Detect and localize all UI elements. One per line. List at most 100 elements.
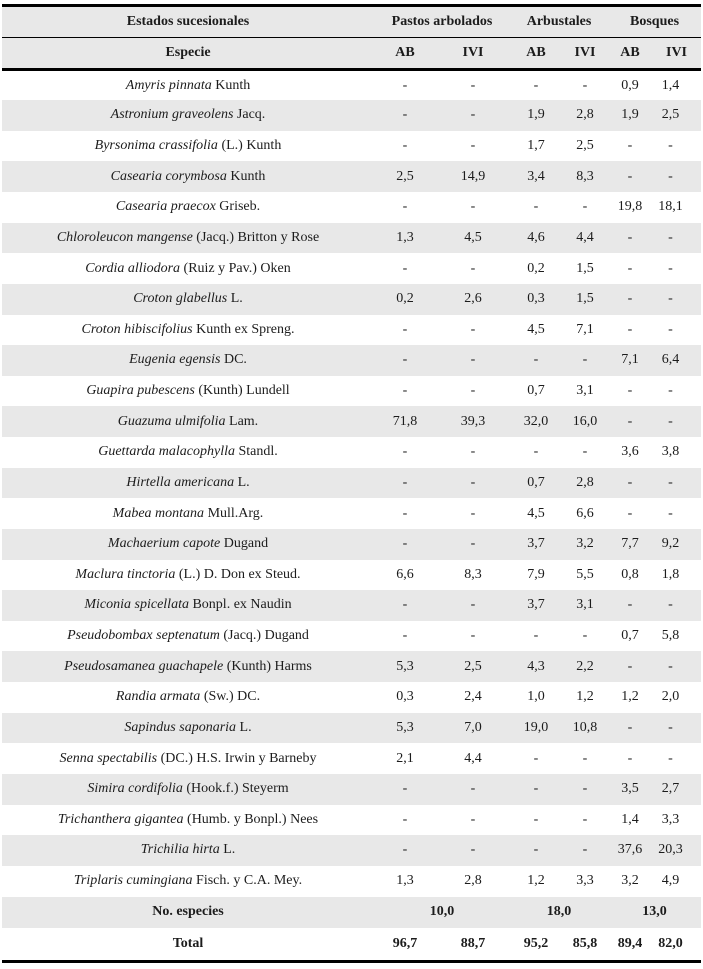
succession-states-table: Estados sucesionales Pastos arbolados Ar… [2, 4, 702, 963]
species-name-cell: Pseudobombax septenatum (Jacq.) Dugand [67, 628, 309, 644]
species-name-cell: Guapira pubescens (Kunth) Lundell [86, 383, 290, 399]
num-species-arbustales: 18,0 [546, 904, 572, 919]
value-cell: - [470, 352, 476, 368]
value-cell: 20,3 [658, 842, 683, 858]
value-cell: 0,2 [527, 260, 545, 276]
value-cell: 3,7 [527, 597, 545, 613]
header-pastos-ab: AB [374, 37, 436, 71]
total-pastos-ivi: 88,7 [436, 927, 511, 963]
value-cell: 37,6 [617, 842, 643, 858]
total-arbustales-ivi: 85,8 [562, 927, 609, 963]
species-name-cell: Simira cordifolia (Hook.f.) Steyerm [87, 781, 289, 797]
header-bosques: Bosques [608, 4, 702, 38]
species-row: Simira cordifolia (Hook.f.) Steyerm - - - - 3… [2, 773, 702, 805]
species-row: Mabea montana Mull.Arg. - - 4,5 6,6 - - [2, 498, 701, 529]
value-cell: 4,6 [527, 229, 545, 245]
value-cell: - [402, 383, 408, 399]
value-cell: - [470, 260, 476, 276]
species-name-cell: Chloroleucon mangense (Jacq.) Britton y … [56, 229, 320, 245]
species-row: Casearia corymbosa Kunth 2,5 14,9 3,4 8,3 - - [2, 161, 702, 192]
value-cell: 71,8 [392, 413, 418, 429]
value-cell: - [470, 597, 476, 613]
value-cell: - [582, 199, 588, 215]
species-scientific-name: Maclura tinctoria [75, 566, 176, 582]
value-cell: - [470, 811, 476, 827]
header-columns-row: Especie AB IVI AB IVI AB IVI [2, 37, 702, 71]
species-name-cell: Senna spectabilis (DC.) H.S. Irwin y Bar… [59, 750, 317, 766]
value-cell: 18,1 [658, 199, 683, 215]
value-cell: - [668, 597, 673, 613]
species-scientific-name: Eugenia egensis [129, 352, 221, 368]
value-cell: 8,3 [576, 168, 594, 184]
value-cell: - [470, 474, 476, 490]
value-cell: - [582, 750, 588, 766]
value-cell: 1,5 [576, 260, 594, 276]
value-cell: - [402, 321, 408, 337]
species-scientific-name: Guazuma ulmifolia [117, 413, 226, 429]
value-cell: 5,5 [576, 566, 594, 582]
num-species-pastos: 10,0 [429, 904, 455, 919]
species-row: Byrsonima crassifolia (L.) Kunth - - 1,7 2,5… [2, 131, 701, 162]
value-cell: 1,2 [621, 689, 639, 705]
value-cell: 2,6 [464, 291, 482, 307]
value-cell: - [668, 260, 673, 276]
value-cell: 1,5 [576, 291, 594, 307]
species-name-cell: Casearia praecox Griseb. [115, 199, 261, 215]
species-name-cell: Croton glabellus L. [133, 291, 243, 307]
value-cell: - [470, 444, 476, 460]
species-name-cell: Randia armata (Sw.) DC. [115, 689, 261, 705]
value-cell: 0,3 [396, 689, 414, 705]
value-cell: - [470, 77, 476, 93]
value-cell: - [627, 383, 633, 399]
num-species-label: No. especies [152, 904, 224, 919]
species-scientific-name: Guettarda malacophylla [98, 444, 235, 460]
num-species-row: No. especies 10,0 18,0 13,0 [2, 896, 702, 928]
value-cell: 2,5 [661, 107, 680, 123]
value-cell: - [402, 842, 408, 858]
value-cell: - [470, 536, 476, 552]
value-cell: 9,2 [661, 536, 680, 552]
species-rows: Amyris pinnata Kunth - - - - 0,9 1,4 Astronium … [2, 70, 702, 897]
value-cell: - [470, 505, 476, 521]
value-cell: - [470, 628, 476, 644]
value-cell: - [627, 597, 633, 613]
value-cell: 2,8 [576, 474, 594, 490]
species-name-cell: Cordia alliodora (Ruiz y Pav.) Oken [85, 260, 291, 276]
species-scientific-name: Sapindus saponaria [124, 719, 237, 735]
species-row: Guazuma ulmifolia Lam. 71,8 39,3 32,0 16,0 - - [2, 406, 702, 437]
value-cell: 4,5 [527, 505, 545, 521]
species-row: Guettarda malacophylla Standl. - - - - 3,6 3,8 [2, 437, 701, 468]
species-name-cell: Croton hibiscifolius Kunth ex Spreng. [81, 321, 295, 337]
species-name-cell: Amyris pinnata Kunth [125, 77, 251, 93]
header-pastos-arbolados: Pastos arbolados [374, 4, 511, 38]
species-row: Croton glabellus L. 0,2 2,6 0,3 1,5 - - [2, 283, 702, 315]
species-name-cell: Eugenia egensis DC. [129, 352, 247, 368]
value-cell: - [470, 107, 476, 123]
value-cell: 7,1 [576, 321, 594, 337]
value-cell: 4,3 [527, 658, 545, 674]
value-cell: - [627, 168, 633, 184]
value-cell: - [402, 811, 408, 827]
value-cell: 2,5 [576, 138, 594, 154]
species-row: Machaerium capote Dugand - - 3,7 3,2 7,7 9,2 [2, 528, 702, 560]
value-cell: - [668, 413, 673, 429]
total-arbustales-ab: 95,2 [510, 927, 563, 963]
value-cell: 2,7 [661, 781, 680, 797]
total-row: Total 96,7 88,7 95,2 85,8 89,4 82,0 [2, 927, 702, 963]
species-row: Pseudobombax septenatum (Jacq.) Dugand - -… [2, 621, 701, 652]
species-scientific-name: Cordia alliodora [85, 260, 181, 276]
species-name-cell: Guettarda malacophylla Standl. [98, 444, 278, 460]
species-row: Triplaris cumingiana Fisch. y C.A. Mey. 1… [2, 866, 701, 897]
species-name-cell: Astronium graveolens Jacq. [110, 107, 266, 123]
value-cell: - [402, 77, 408, 93]
value-cell: 1,8 [661, 566, 680, 582]
value-cell: - [582, 781, 588, 797]
species-row: Trichilia hirta L. - - - - 37,6 20,3 [2, 835, 702, 866]
species-scientific-name: Simira cordifolia [87, 781, 183, 797]
value-cell: 0,7 [527, 474, 545, 490]
value-cell: 6,6 [576, 505, 594, 521]
value-cell: 4,5 [527, 321, 545, 337]
value-cell: - [402, 138, 408, 154]
species-name-cell: Trichanthera gigantea (Humb. y Bonpl.) N… [57, 811, 319, 827]
